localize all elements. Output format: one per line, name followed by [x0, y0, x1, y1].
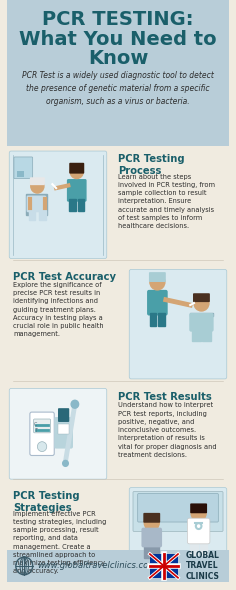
FancyBboxPatch shape: [9, 151, 107, 258]
Text: PCR Test is a widely used diagnostic tool to detect
the presence of genetic mate: PCR Test is a widely used diagnostic too…: [22, 71, 214, 106]
Text: PCR Testing
Strategies: PCR Testing Strategies: [13, 491, 80, 513]
FancyBboxPatch shape: [7, 550, 229, 582]
Circle shape: [71, 400, 79, 408]
Circle shape: [37, 442, 47, 451]
FancyBboxPatch shape: [54, 417, 73, 448]
FancyBboxPatch shape: [141, 527, 162, 548]
FancyBboxPatch shape: [193, 293, 210, 302]
FancyBboxPatch shape: [14, 157, 33, 179]
Bar: [200, 541, 207, 555]
Text: GLOBAL
TRAVEL
CLINICS: GLOBAL TRAVEL CLINICS: [185, 551, 219, 581]
Bar: [190, 313, 213, 316]
FancyBboxPatch shape: [27, 195, 46, 212]
FancyBboxPatch shape: [34, 419, 51, 433]
FancyBboxPatch shape: [30, 412, 54, 455]
Bar: [78, 199, 84, 211]
FancyBboxPatch shape: [133, 491, 223, 532]
Text: Implement effective PCR
testing strategies, including
sample processing, result
: Implement effective PCR testing strategi…: [13, 511, 106, 575]
Circle shape: [63, 460, 68, 466]
FancyBboxPatch shape: [150, 554, 178, 578]
Bar: [202, 329, 211, 340]
Bar: [69, 199, 76, 211]
FancyBboxPatch shape: [187, 518, 210, 544]
Bar: [39, 210, 46, 219]
Text: www.globaltravelclinics.com: www.globaltravelclinics.com: [37, 562, 157, 571]
FancyBboxPatch shape: [58, 408, 69, 422]
Text: Learn about the steps
involved in PCR testing, from
sample collection to result
: Learn about the steps involved in PCR te…: [118, 173, 215, 229]
FancyBboxPatch shape: [143, 513, 160, 523]
FancyBboxPatch shape: [7, 0, 229, 146]
FancyBboxPatch shape: [147, 290, 168, 316]
Bar: [190, 541, 198, 555]
Text: PCR Test Results: PCR Test Results: [118, 392, 212, 402]
FancyBboxPatch shape: [190, 503, 207, 513]
Bar: [192, 329, 201, 340]
Bar: [26, 194, 47, 197]
FancyBboxPatch shape: [138, 494, 218, 522]
Bar: [26, 197, 29, 215]
FancyBboxPatch shape: [30, 177, 45, 185]
Circle shape: [191, 506, 206, 521]
Bar: [150, 313, 156, 326]
FancyBboxPatch shape: [9, 388, 107, 479]
Bar: [44, 197, 47, 215]
Text: What You Need to: What You Need to: [19, 30, 217, 48]
FancyBboxPatch shape: [129, 487, 227, 586]
Bar: [158, 313, 165, 326]
Circle shape: [150, 274, 165, 290]
FancyBboxPatch shape: [17, 171, 24, 176]
FancyBboxPatch shape: [149, 272, 166, 282]
FancyBboxPatch shape: [58, 424, 69, 434]
FancyBboxPatch shape: [69, 163, 84, 173]
Bar: [200, 316, 203, 336]
FancyBboxPatch shape: [189, 313, 214, 332]
Text: PCR Testing
Process: PCR Testing Process: [118, 154, 185, 176]
Text: C: C: [34, 422, 37, 427]
Text: Explore the significance of
precise PCR test results in
identifying infections a: Explore the significance of precise PCR …: [13, 282, 104, 337]
Circle shape: [70, 165, 83, 179]
FancyBboxPatch shape: [67, 179, 87, 202]
Bar: [144, 545, 159, 558]
Text: T: T: [34, 428, 37, 433]
Text: Know: Know: [88, 50, 148, 68]
Text: Understand how to interpret
PCR test reports, including
positive, negative, and
: Understand how to interpret PCR test rep…: [118, 402, 217, 458]
Text: PCR Test Accuracy: PCR Test Accuracy: [13, 272, 116, 282]
FancyBboxPatch shape: [129, 270, 227, 379]
Bar: [29, 210, 35, 219]
Circle shape: [144, 515, 159, 530]
Circle shape: [194, 295, 209, 311]
Circle shape: [31, 179, 44, 193]
Text: PCR TESTING:: PCR TESTING:: [42, 10, 194, 29]
